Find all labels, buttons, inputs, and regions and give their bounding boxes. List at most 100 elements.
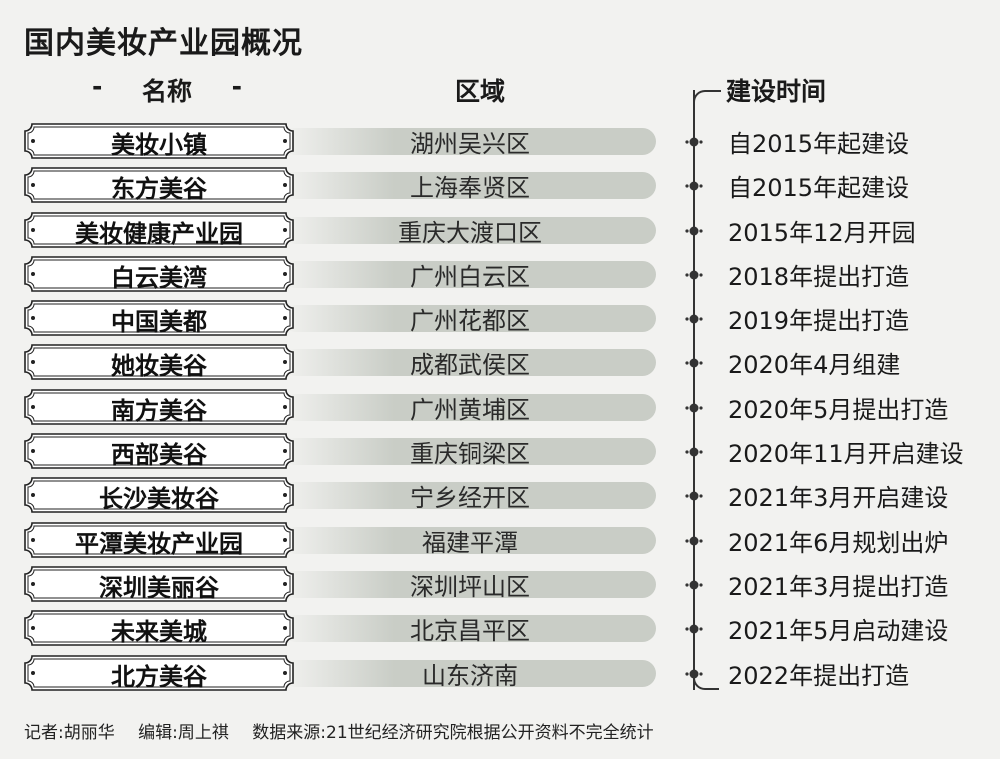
park-build-time: 2021年6月规划出炉 [728,528,949,557]
timeline-line [693,90,695,690]
park-name: 长沙美妆谷 [99,485,219,514]
park-name: 白云美湾 [111,263,207,292]
park-name-plaque: 她妆美谷 [24,344,294,380]
park-row: 重庆大渡口区 美妆健康产业园 2015年12月开园 [0,208,1000,252]
park-region: 湖州吴兴区 [410,130,530,158]
park-build-time: 2021年5月启动建设 [728,617,949,646]
park-region: 上海奉贤区 [410,174,530,203]
region-bar [282,305,656,333]
park-build-time: 自2015年起建设 [728,130,910,158]
timeline-dot-icon [683,223,705,237]
park-row: 山东济南 北方美谷 2022年提出打造 [0,651,1000,695]
park-build-time: 2021年3月开启建设 [728,484,949,513]
park-name-plaque: 中国美都 [24,300,294,336]
park-name-plaque: 深圳美丽谷 [24,566,294,602]
region-bar [282,216,656,244]
park-name: 美妆小镇 [111,131,207,159]
park-name: 平潭美妆产业园 [75,529,243,558]
timeline-dot-icon [683,178,705,192]
region-bar [282,615,656,643]
park-region: 宁乡经开区 [410,484,530,513]
park-row: 北京昌平区 未来美城 2021年5月启动建设 [0,606,1000,650]
header-name-label: 名称 [141,77,192,106]
column-header-name: - 名称 - [92,72,242,108]
timeline-dot-icon [683,577,705,591]
park-region: 成都武侯区 [410,351,530,380]
park-name: 南方美谷 [111,396,207,425]
page-title: 国内美妆产业园概况 [24,26,303,61]
park-name: 北方美谷 [111,662,207,691]
region-bar [282,349,656,377]
park-row: 重庆铜梁区 西部美谷 2020年11月开启建设 [0,429,1000,473]
park-build-time: 2020年4月组建 [728,351,901,380]
park-name: 未来美城 [111,618,207,647]
region-bar [282,659,656,687]
park-row: 深圳坪山区 深圳美丽谷 2021年3月提出打造 [0,562,1000,606]
park-name: 西部美谷 [111,441,207,470]
footer: 记者:胡丽华 编辑:周上祺 数据来源:21世纪经济研究院根据公开资料不完全统计 [24,718,672,743]
park-name-plaque: 平潭美妆产业园 [24,521,294,558]
park-region: 广州花都区 [410,307,530,336]
park-name: 美妆健康产业园 [75,219,243,248]
park-name-plaque: 美妆小镇 [24,123,294,159]
park-build-time: 自2015年起建设 [728,174,910,203]
park-row: 上海奉贤区 东方美谷 自2015年起建设 [0,163,1000,207]
park-build-time: 2018年提出打造 [728,262,910,291]
timeline-dot-icon [683,134,705,148]
park-row: 成都武侯区 她妆美谷 2020年4月组建 [0,340,1000,384]
region-bar [282,260,656,288]
timeline-top-curve [693,90,721,104]
park-name-plaque: 白云美湾 [24,256,294,292]
park-build-time: 2015年12月开园 [728,218,916,247]
region-bar [282,482,656,510]
park-name-plaque: 南方美谷 [24,388,294,425]
column-header-region: 区域 [454,77,505,106]
park-name: 东方美谷 [111,175,207,204]
footer-reporter: 记者:胡丽华 [24,723,115,743]
park-build-time: 2022年提出打造 [728,661,910,690]
park-name-plaque: 未来美城 [24,610,294,646]
header-dash-right: - [231,72,242,101]
region-bar [282,172,656,200]
timeline-dot-icon [683,400,705,414]
park-build-time: 2020年5月提出打造 [728,395,949,424]
park-region: 广州白云区 [410,262,530,291]
region-bar [282,526,656,554]
header-dash-left: - [92,72,103,101]
park-name: 她妆美谷 [111,352,207,381]
park-region: 福建平潭 [422,528,518,557]
footer-editor: 编辑:周上祺 [138,723,229,743]
park-row: 广州花都区 中国美都 2019年提出打造 [0,296,1000,340]
timeline-dot-icon [683,444,705,458]
park-region: 山东济南 [422,661,518,690]
park-name: 深圳美丽谷 [99,573,219,602]
column-header-time: 建设时间 [726,77,827,106]
timeline-dot-icon [683,488,705,502]
park-row: 广州黄埔区 南方美谷 2020年5月提出打造 [0,385,1000,429]
park-name-plaque: 长沙美妆谷 [24,477,294,513]
park-name-plaque: 美妆健康产业园 [24,211,294,248]
park-region: 深圳坪山区 [410,572,530,601]
park-name-plaque: 西部美谷 [24,433,294,469]
park-name-plaque: 东方美谷 [24,167,294,203]
park-region: 重庆铜梁区 [410,440,530,469]
park-row: 湖州吴兴区 美妆小镇 自2015年起建设 [0,119,1000,163]
park-name: 中国美都 [111,308,207,337]
park-build-time: 2019年提出打造 [728,307,910,336]
timeline-dot-icon [683,355,705,369]
timeline-dot-icon [683,533,705,547]
park-row: 福建平潭 平潭美妆产业园 2021年6月规划出炉 [0,518,1000,562]
park-name-plaque: 北方美谷 [24,654,294,691]
region-bar [282,570,656,598]
park-build-time: 2021年3月提出打造 [728,572,949,601]
park-region: 重庆大渡口区 [398,218,542,247]
park-row: 广州白云区 白云美湾 2018年提出打造 [0,252,1000,296]
park-region: 广州黄埔区 [410,395,530,424]
timeline-dot-icon [683,666,705,680]
park-build-time: 2020年11月开启建设 [728,440,964,469]
park-row: 宁乡经开区 长沙美妆谷 2021年3月开启建设 [0,473,1000,517]
timeline-dot-icon [683,267,705,281]
region-bar [282,393,656,421]
footer-source: 数据来源:21世纪经济研究院根据公开资料不完全统计 [252,723,654,743]
region-bar [282,128,656,155]
